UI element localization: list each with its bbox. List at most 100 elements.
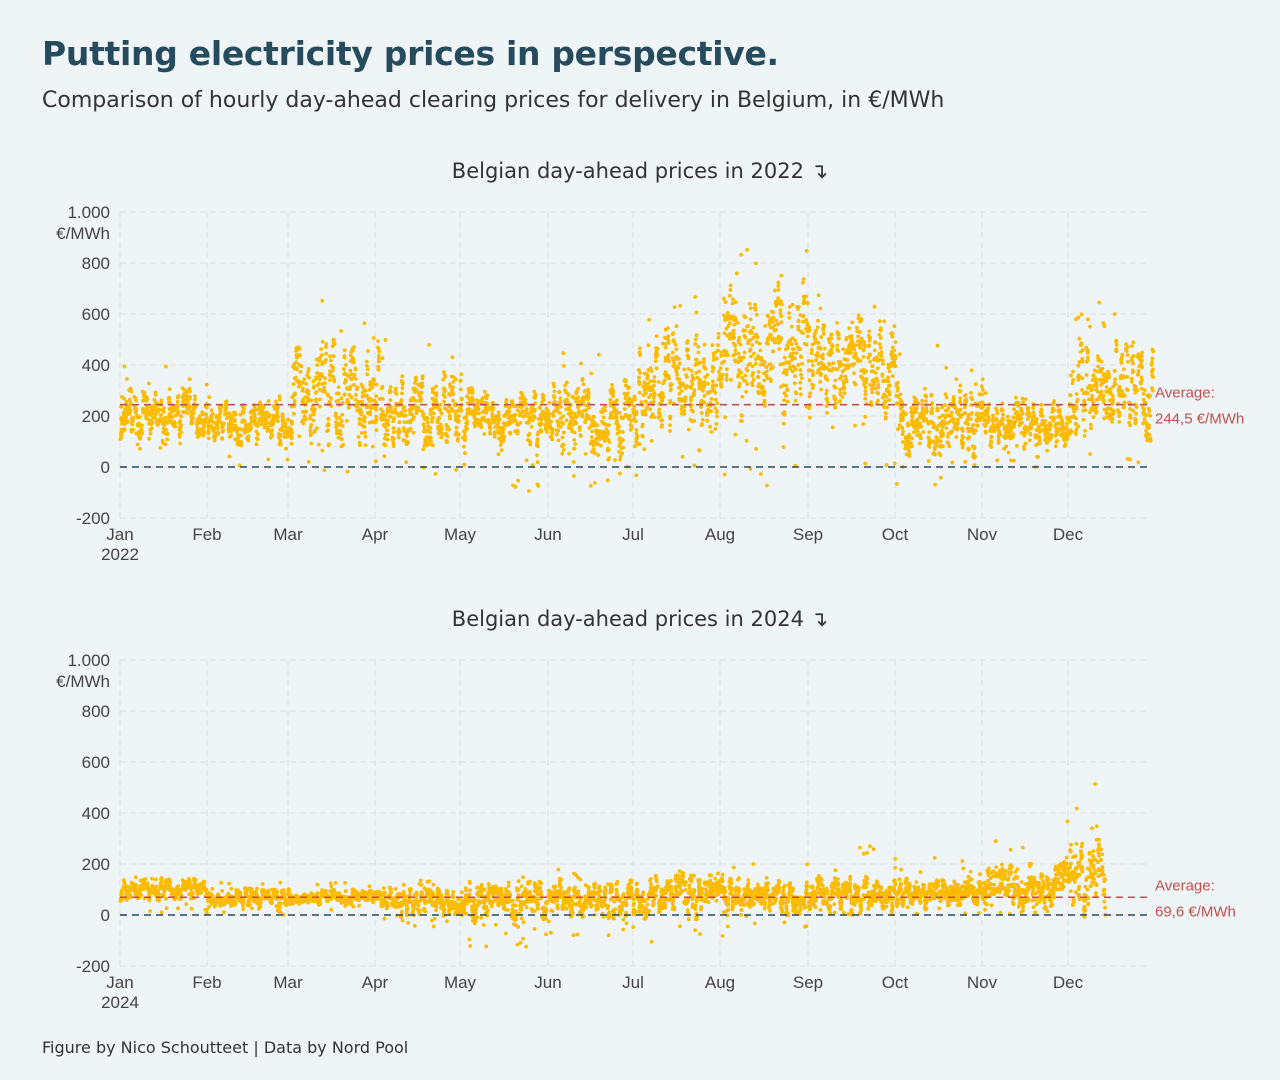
price-point — [297, 434, 302, 438]
price-point — [336, 385, 341, 389]
price-point — [119, 891, 124, 896]
price-point — [431, 386, 436, 391]
grid — [119, 211, 1150, 519]
price-point — [632, 394, 637, 399]
price-point — [863, 343, 868, 348]
price-point — [965, 418, 970, 422]
price-point — [302, 377, 307, 382]
price-point — [710, 343, 715, 347]
price-point — [283, 428, 288, 433]
price-point — [924, 394, 929, 399]
price-point — [158, 407, 162, 412]
price-point — [140, 431, 144, 436]
price-point — [840, 363, 845, 367]
price-point — [807, 325, 812, 330]
price-point — [204, 412, 208, 416]
price-point — [892, 324, 897, 329]
price-point — [791, 347, 796, 352]
price-point — [804, 249, 809, 253]
price-point — [682, 404, 687, 409]
price-point — [442, 399, 446, 404]
price-point — [1117, 420, 1122, 424]
price-point — [869, 369, 874, 374]
price-point — [404, 431, 409, 435]
price-point — [893, 364, 898, 369]
price-point — [590, 429, 594, 434]
price-point — [880, 358, 885, 363]
price-point — [1068, 393, 1073, 398]
price-point — [815, 351, 820, 355]
price-point — [383, 443, 388, 448]
price-point — [615, 418, 619, 423]
price-point — [577, 428, 582, 432]
price-point — [347, 393, 352, 397]
price-point — [529, 410, 533, 415]
price-point — [400, 386, 405, 390]
price-point — [570, 416, 574, 420]
price-point — [160, 422, 165, 426]
price-point — [322, 388, 327, 393]
price-point — [355, 385, 360, 390]
price-point — [579, 434, 583, 438]
price-point — [689, 395, 693, 400]
price-point — [274, 399, 278, 404]
price-point — [996, 428, 1001, 432]
price-point — [763, 324, 768, 328]
price-point — [266, 399, 271, 403]
price-point — [872, 380, 876, 384]
price-point — [739, 413, 744, 417]
x-tick-label: Nov — [967, 525, 998, 544]
price-point — [365, 367, 370, 371]
price-point — [668, 383, 673, 388]
price-point — [798, 380, 803, 385]
price-point — [1088, 422, 1093, 427]
price-point — [1086, 317, 1090, 322]
price-point — [1101, 394, 1106, 398]
price-point — [634, 473, 639, 478]
price-point — [202, 430, 207, 435]
price-point — [502, 434, 507, 439]
price-point — [549, 419, 553, 424]
price-point — [1129, 356, 1134, 360]
price-point — [728, 331, 733, 336]
price-point — [849, 337, 854, 342]
x-tick-label: Sep — [793, 973, 823, 992]
price-point — [687, 427, 691, 432]
price-point — [1079, 312, 1084, 317]
price-point — [1113, 382, 1118, 387]
price-point — [526, 433, 531, 438]
price-point — [161, 408, 166, 412]
price-point — [1112, 368, 1117, 373]
price-point — [762, 378, 767, 383]
price-point — [614, 421, 619, 426]
price-point — [572, 474, 576, 478]
price-point — [173, 424, 178, 429]
price-point — [876, 385, 881, 390]
price-point — [376, 345, 380, 350]
price-point — [227, 411, 232, 416]
price-point — [268, 423, 273, 428]
price-point — [1131, 340, 1136, 345]
price-point — [622, 379, 627, 383]
price-point — [563, 388, 567, 393]
price-point — [291, 382, 296, 387]
price-point — [652, 375, 657, 379]
price-point — [741, 328, 746, 332]
price-point — [357, 440, 362, 445]
price-point — [146, 418, 151, 422]
price-point — [963, 460, 968, 464]
price-point — [339, 396, 344, 401]
price-point — [861, 348, 866, 353]
y-tick-label: 0 — [101, 458, 110, 477]
price-point — [776, 301, 781, 306]
price-point — [718, 382, 723, 387]
price-point — [572, 412, 577, 416]
price-point — [760, 358, 764, 363]
price-point — [1049, 432, 1054, 437]
price-point — [603, 408, 607, 413]
price-point — [869, 387, 874, 392]
price-point — [1139, 375, 1144, 380]
price-point — [324, 342, 329, 346]
price-point — [737, 335, 742, 340]
price-point — [715, 348, 720, 353]
